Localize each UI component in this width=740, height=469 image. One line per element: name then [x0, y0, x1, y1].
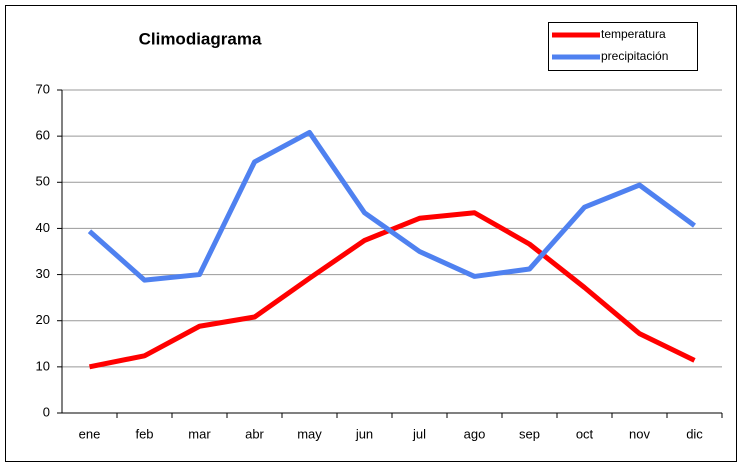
x-tick-label: abr [245, 426, 264, 441]
chart-border [5, 5, 737, 462]
x-tick-label: oct [576, 426, 594, 441]
y-tick-label: 10 [36, 358, 50, 373]
legend-label: temperatura [601, 27, 666, 41]
y-tick-label: 20 [36, 312, 50, 327]
y-tick-label: 0 [43, 404, 50, 419]
x-tick-label: jun [355, 426, 373, 441]
x-tick-label: jul [412, 426, 426, 441]
y-tick-label: 30 [36, 266, 50, 281]
y-tick-label: 60 [36, 128, 50, 143]
series-line [87, 129, 696, 283]
x-tick-label: mar [188, 426, 211, 441]
x-tick-label: ene [79, 426, 101, 441]
x-tick-label: may [297, 426, 322, 441]
x-tick-label: ago [464, 426, 486, 441]
x-tick-label: nov [629, 426, 650, 441]
x-tick-label: dic [686, 426, 703, 441]
y-tick-label: 70 [36, 81, 50, 96]
chart-title: Climodiagrama [139, 29, 262, 48]
y-tick-label: 50 [36, 174, 50, 189]
legend-box [548, 22, 698, 71]
legend-label: precipitación [601, 49, 668, 63]
x-tick-label: feb [135, 426, 153, 441]
x-tick-label: sep [519, 426, 540, 441]
y-tick-label: 40 [36, 220, 50, 235]
